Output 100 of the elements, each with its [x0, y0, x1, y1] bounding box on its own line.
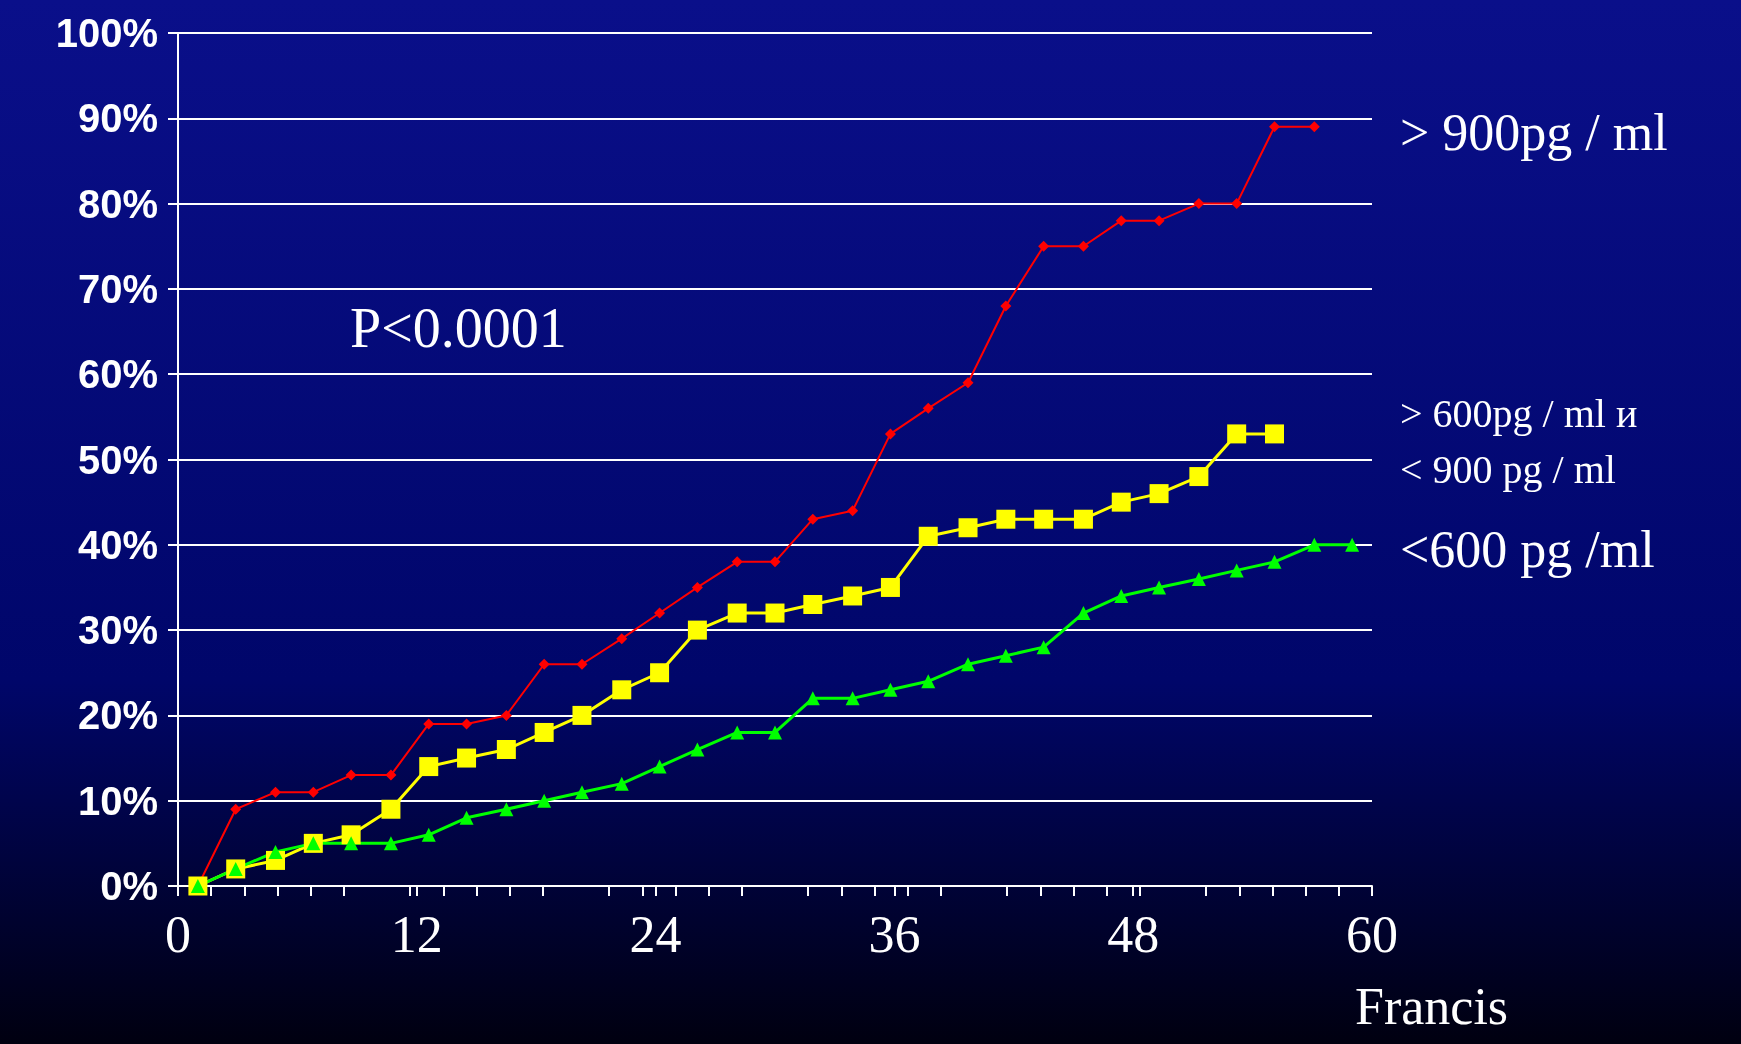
point	[1153, 215, 1165, 227]
y-tick-label: 20%	[77, 693, 158, 738]
point	[765, 603, 785, 623]
point	[496, 740, 516, 760]
y-tick-label: 30%	[77, 608, 158, 653]
point	[768, 725, 782, 740]
point	[845, 691, 860, 706]
point	[922, 402, 934, 414]
point	[421, 827, 436, 842]
point	[958, 518, 978, 538]
y-tick-label: 90%	[77, 96, 158, 141]
point	[884, 428, 896, 440]
point	[538, 658, 550, 670]
point	[574, 785, 589, 800]
point	[1345, 537, 1360, 552]
y-tick-label: 60%	[77, 352, 158, 397]
y-tick-label: 10%	[77, 778, 158, 823]
point	[1189, 467, 1209, 487]
point	[921, 674, 936, 689]
point	[270, 786, 282, 798]
point	[883, 682, 898, 697]
point	[268, 844, 283, 859]
y-tick-label: 50%	[77, 437, 158, 482]
point	[1231, 198, 1243, 210]
point	[769, 556, 781, 568]
x-tick-label: 0	[165, 905, 191, 963]
point	[423, 718, 435, 730]
text: > 600pg / ml и < 900 pg / ml	[1400, 391, 1638, 493]
point	[345, 769, 357, 781]
annotation: P<0.0001	[350, 297, 567, 359]
point	[847, 505, 859, 517]
point	[1076, 606, 1091, 621]
point	[616, 633, 628, 645]
series-label: > 900pg / ml	[1400, 103, 1668, 161]
point	[1267, 554, 1282, 569]
text: Francis	[1355, 977, 1509, 1035]
point	[731, 556, 743, 568]
point	[1111, 492, 1131, 512]
point	[614, 776, 629, 791]
y-tick-label: 40%	[77, 522, 158, 567]
point	[344, 836, 359, 851]
y-tick-label: 0%	[100, 864, 158, 908]
point	[807, 513, 819, 525]
point	[1308, 121, 1320, 133]
point	[534, 722, 554, 742]
point	[1152, 580, 1167, 595]
x-tick-label: 48	[1107, 905, 1160, 963]
point	[1038, 240, 1050, 252]
point	[381, 799, 401, 819]
point	[880, 577, 900, 597]
x-tick-label: 24	[629, 905, 682, 963]
point	[459, 810, 474, 825]
y-tick-label: 70%	[77, 266, 158, 311]
point	[1307, 537, 1322, 552]
point	[805, 691, 820, 706]
point	[383, 836, 398, 851]
point	[1073, 509, 1093, 529]
point	[612, 680, 632, 700]
point	[576, 658, 588, 670]
point	[385, 769, 397, 781]
point	[1034, 509, 1054, 529]
point	[998, 648, 1013, 663]
point	[730, 725, 745, 740]
point	[843, 586, 863, 606]
point	[457, 748, 477, 768]
point	[537, 793, 552, 808]
point	[1229, 563, 1244, 578]
point	[1000, 300, 1012, 312]
point	[1149, 484, 1169, 504]
point	[654, 607, 666, 619]
point	[500, 709, 512, 721]
point	[499, 802, 514, 817]
point	[1193, 198, 1205, 210]
point	[652, 759, 667, 774]
point	[572, 705, 592, 725]
point	[419, 757, 439, 777]
x-tick-label: 36	[868, 905, 921, 963]
point	[1191, 571, 1206, 586]
point	[650, 663, 670, 683]
point	[803, 595, 823, 615]
point	[1264, 424, 1284, 444]
point	[961, 657, 976, 672]
point	[690, 742, 705, 757]
point	[461, 718, 473, 730]
y-tick-label: 80%	[77, 181, 158, 226]
point	[1036, 640, 1051, 655]
point	[691, 581, 703, 593]
point	[307, 786, 319, 798]
series-label: <600 pg /ml	[1400, 521, 1655, 579]
point	[727, 603, 747, 623]
point	[1115, 215, 1127, 227]
point	[1114, 588, 1129, 603]
point	[687, 620, 707, 640]
point	[918, 526, 938, 546]
y-tick-label: 100%	[55, 11, 158, 55]
x-tick-label: 60	[1346, 905, 1398, 963]
point	[1077, 240, 1089, 252]
point	[962, 377, 974, 389]
point	[1227, 424, 1247, 444]
point	[1268, 121, 1280, 133]
